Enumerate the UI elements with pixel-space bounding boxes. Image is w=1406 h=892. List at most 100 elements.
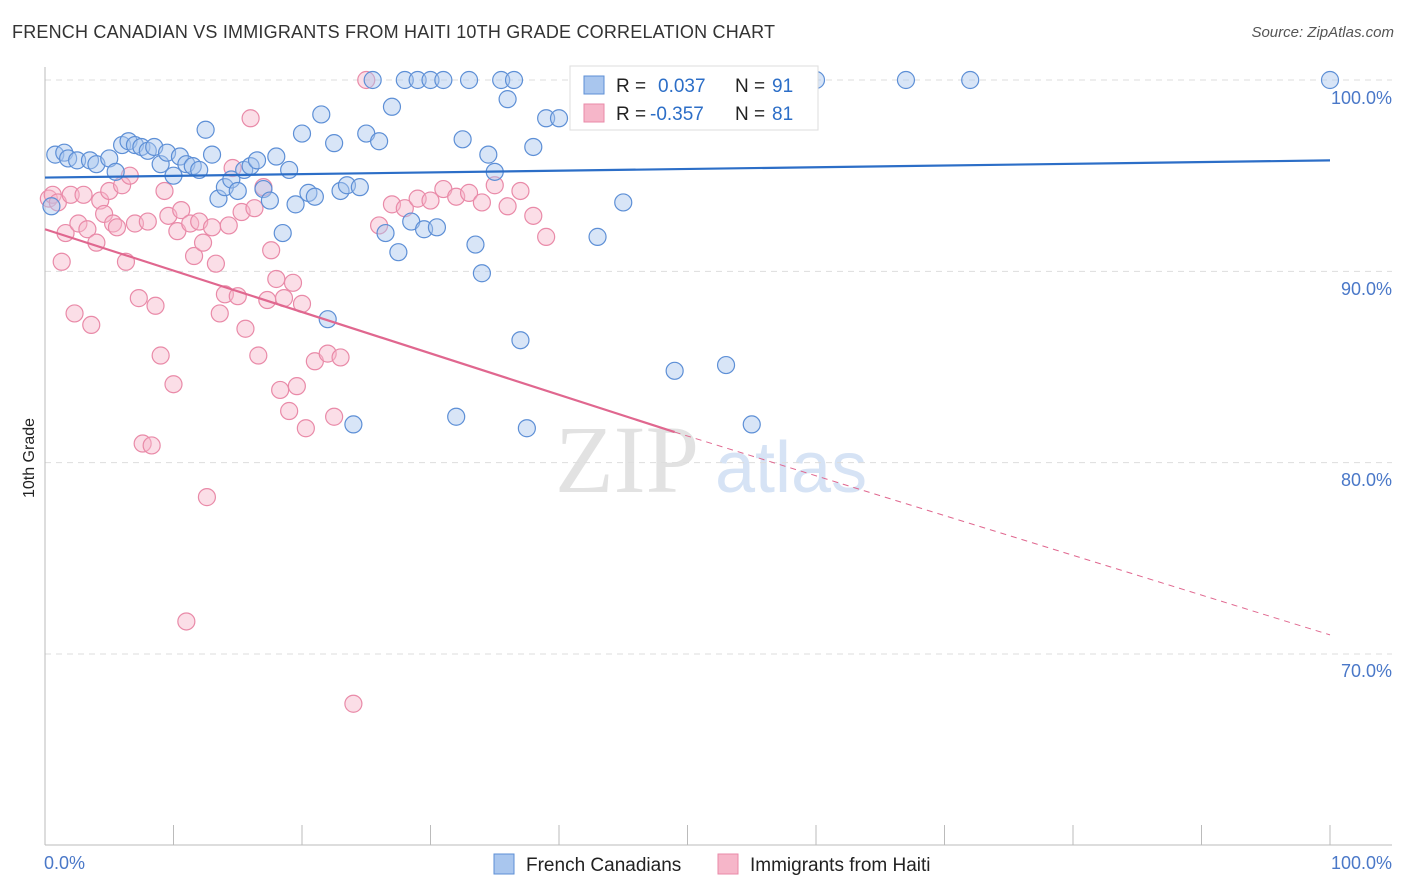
french-canadian-point bbox=[68, 151, 87, 170]
french-canadian-point bbox=[196, 120, 215, 139]
french-canadian-point bbox=[511, 331, 530, 350]
haiti-point bbox=[78, 220, 97, 239]
haiti-point bbox=[69, 214, 88, 233]
haiti-point bbox=[271, 380, 290, 400]
legend-swatch-blue bbox=[583, 75, 605, 95]
french-canadian-point bbox=[389, 243, 408, 262]
french-canadian-point bbox=[472, 264, 491, 283]
haiti-point bbox=[151, 346, 170, 365]
legend-r-value: 0.037 bbox=[658, 76, 706, 97]
french-canadian-point bbox=[524, 137, 543, 157]
french-canadian-point bbox=[395, 70, 414, 90]
haiti-point bbox=[164, 375, 183, 394]
legend-n-value: 81 bbox=[772, 104, 793, 125]
french-canadian-point bbox=[427, 218, 447, 237]
bottom-legend-swatch-blue bbox=[493, 853, 515, 875]
haiti-point bbox=[472, 193, 491, 212]
haiti-point bbox=[325, 407, 344, 426]
french-canadian-point bbox=[247, 151, 267, 170]
french-canadian-point bbox=[260, 191, 279, 210]
axes bbox=[44, 67, 1392, 846]
haiti-point bbox=[283, 273, 303, 292]
haiti-point bbox=[357, 70, 376, 90]
haiti-point bbox=[142, 436, 161, 455]
french-canadian-point bbox=[492, 70, 511, 90]
haiti-point bbox=[193, 233, 213, 252]
haiti-point bbox=[107, 218, 127, 237]
french-canadian-point bbox=[504, 70, 524, 90]
x-tick-label-min: 0.0% bbox=[44, 853, 85, 873]
legend-r-value: -0.357 bbox=[650, 104, 704, 125]
haiti-point bbox=[61, 185, 80, 204]
french-canadian-point bbox=[382, 97, 402, 116]
y-tick-label: 90.0% bbox=[1341, 279, 1392, 299]
haiti-point bbox=[82, 315, 101, 335]
french-canadian-point bbox=[588, 227, 607, 246]
haiti-point bbox=[421, 191, 440, 210]
french-canadian-point bbox=[363, 70, 382, 90]
haiti-point bbox=[202, 218, 222, 237]
haiti-point bbox=[184, 246, 204, 266]
haiti-point bbox=[296, 419, 315, 438]
french-canadian-point bbox=[447, 407, 466, 426]
haiti-point bbox=[197, 488, 217, 507]
french-canadian-point bbox=[961, 70, 980, 90]
french-canadian-point bbox=[479, 145, 498, 164]
french-canadian-point bbox=[665, 361, 684, 380]
french-canadian-point bbox=[408, 70, 427, 90]
french-canadian-point bbox=[716, 355, 736, 375]
french-canadian-point bbox=[537, 109, 556, 128]
french-canadian-point bbox=[614, 193, 633, 212]
legend-n-value: 91 bbox=[772, 76, 793, 97]
french-canadian-point bbox=[312, 105, 331, 124]
french-canadian-point bbox=[42, 197, 61, 216]
haiti-point bbox=[236, 319, 255, 338]
haiti-point bbox=[280, 401, 299, 421]
haiti-point bbox=[206, 254, 226, 273]
french-canadian-point bbox=[498, 90, 517, 109]
french-canadian-point bbox=[466, 235, 485, 254]
haiti-point bbox=[138, 212, 157, 231]
legend-r-label: R = bbox=[616, 76, 646, 97]
french-canadian-point bbox=[453, 130, 472, 149]
french-canadian-point bbox=[305, 187, 324, 206]
french-canadian-point bbox=[273, 223, 292, 243]
french-canadian-points bbox=[42, 70, 1340, 438]
french-canadian-trend-line bbox=[44, 159, 1331, 179]
haiti-trend-line-extension bbox=[674, 431, 1331, 636]
french-canadian-point bbox=[370, 132, 389, 151]
french-canadian-point bbox=[202, 145, 222, 164]
french-canadian-point bbox=[325, 134, 344, 153]
legend-swatch-pink bbox=[583, 103, 605, 123]
haiti-point bbox=[262, 241, 281, 260]
haiti-point bbox=[524, 206, 543, 225]
haiti-point bbox=[498, 197, 517, 216]
legend-n-label: N = bbox=[735, 104, 765, 125]
haiti-point bbox=[146, 296, 165, 315]
french-canadian-point bbox=[151, 155, 170, 174]
correlation-legend: R = 0.037 N = 91 R = -0.357 N = 81 bbox=[569, 65, 819, 131]
legend-r-label: R = bbox=[616, 104, 646, 125]
y-tick-label: 100.0% bbox=[1331, 88, 1392, 108]
legend-n-label: N = bbox=[735, 76, 765, 97]
y-axis-label: 10th Grade bbox=[21, 418, 38, 498]
haiti-point bbox=[245, 199, 264, 218]
haiti-point bbox=[241, 109, 260, 128]
bottom-legend-label: French Canadians bbox=[526, 855, 681, 876]
french-canadian-point bbox=[1320, 70, 1340, 90]
french-canadian-point bbox=[459, 70, 479, 90]
haiti-point bbox=[249, 346, 268, 365]
y-tick-label: 70.0% bbox=[1341, 661, 1392, 681]
french-canadian-point bbox=[434, 70, 453, 90]
haiti-point bbox=[223, 158, 242, 178]
french-canadian-point bbox=[376, 223, 395, 243]
haiti-point bbox=[344, 694, 363, 713]
haiti-point bbox=[485, 176, 504, 195]
haiti-point bbox=[74, 185, 93, 204]
french-canadian-point bbox=[267, 147, 286, 166]
french-canadian-point bbox=[292, 124, 312, 143]
french-canadian-point bbox=[896, 70, 916, 90]
haiti-point bbox=[267, 269, 286, 289]
french-canadian-point bbox=[286, 195, 305, 214]
french-canadian-point bbox=[421, 70, 440, 90]
